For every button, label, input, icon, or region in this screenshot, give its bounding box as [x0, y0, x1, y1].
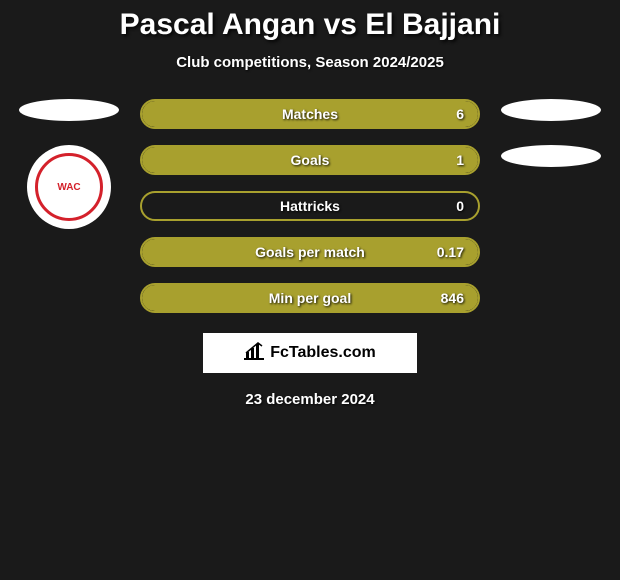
stat-label: Min per goal	[269, 290, 351, 306]
left-column: WAC	[14, 99, 124, 229]
stat-value-right: 846	[441, 290, 464, 306]
stat-bar: Goals 1	[140, 145, 480, 175]
player-photo-placeholder-right-2	[501, 145, 601, 167]
subtitle: Club competitions, Season 2024/2025	[0, 54, 620, 71]
content-row: WAC Matches 6 Goals 1 Hattricks 0 Goals per ma…	[0, 99, 620, 313]
stat-value-right: 1	[456, 152, 464, 168]
brand-box: FcTables.com	[203, 333, 417, 373]
stat-label: Goals	[291, 152, 330, 168]
brand-text: FcTables.com	[270, 344, 376, 362]
chart-icon	[244, 342, 264, 365]
date-text: 23 december 2024	[0, 391, 620, 408]
stats-bars: Matches 6 Goals 1 Hattricks 0 Goals per match 0…	[140, 99, 480, 313]
club-logo-left: WAC	[27, 145, 111, 229]
stat-bar: Hattricks 0	[140, 191, 480, 221]
stat-value-right: 6	[456, 106, 464, 122]
stat-value-right: 0.17	[437, 244, 464, 260]
stat-bar: Min per goal 846	[140, 283, 480, 313]
right-column	[496, 99, 606, 167]
stat-label: Matches	[282, 106, 338, 122]
infographic-container: Pascal Angan vs El Bajjani Club competit…	[0, 0, 620, 408]
stat-label: Goals per match	[255, 244, 365, 260]
player-photo-placeholder-right-1	[501, 99, 601, 121]
page-title: Pascal Angan vs El Bajjani	[0, 8, 620, 42]
stat-bar: Goals per match 0.17	[140, 237, 480, 267]
stat-value-right: 0	[456, 198, 464, 214]
stat-label: Hattricks	[280, 198, 340, 214]
stat-bar: Matches 6	[140, 99, 480, 129]
club-logo-inner: WAC	[35, 153, 103, 221]
player-photo-placeholder-left	[19, 99, 119, 121]
